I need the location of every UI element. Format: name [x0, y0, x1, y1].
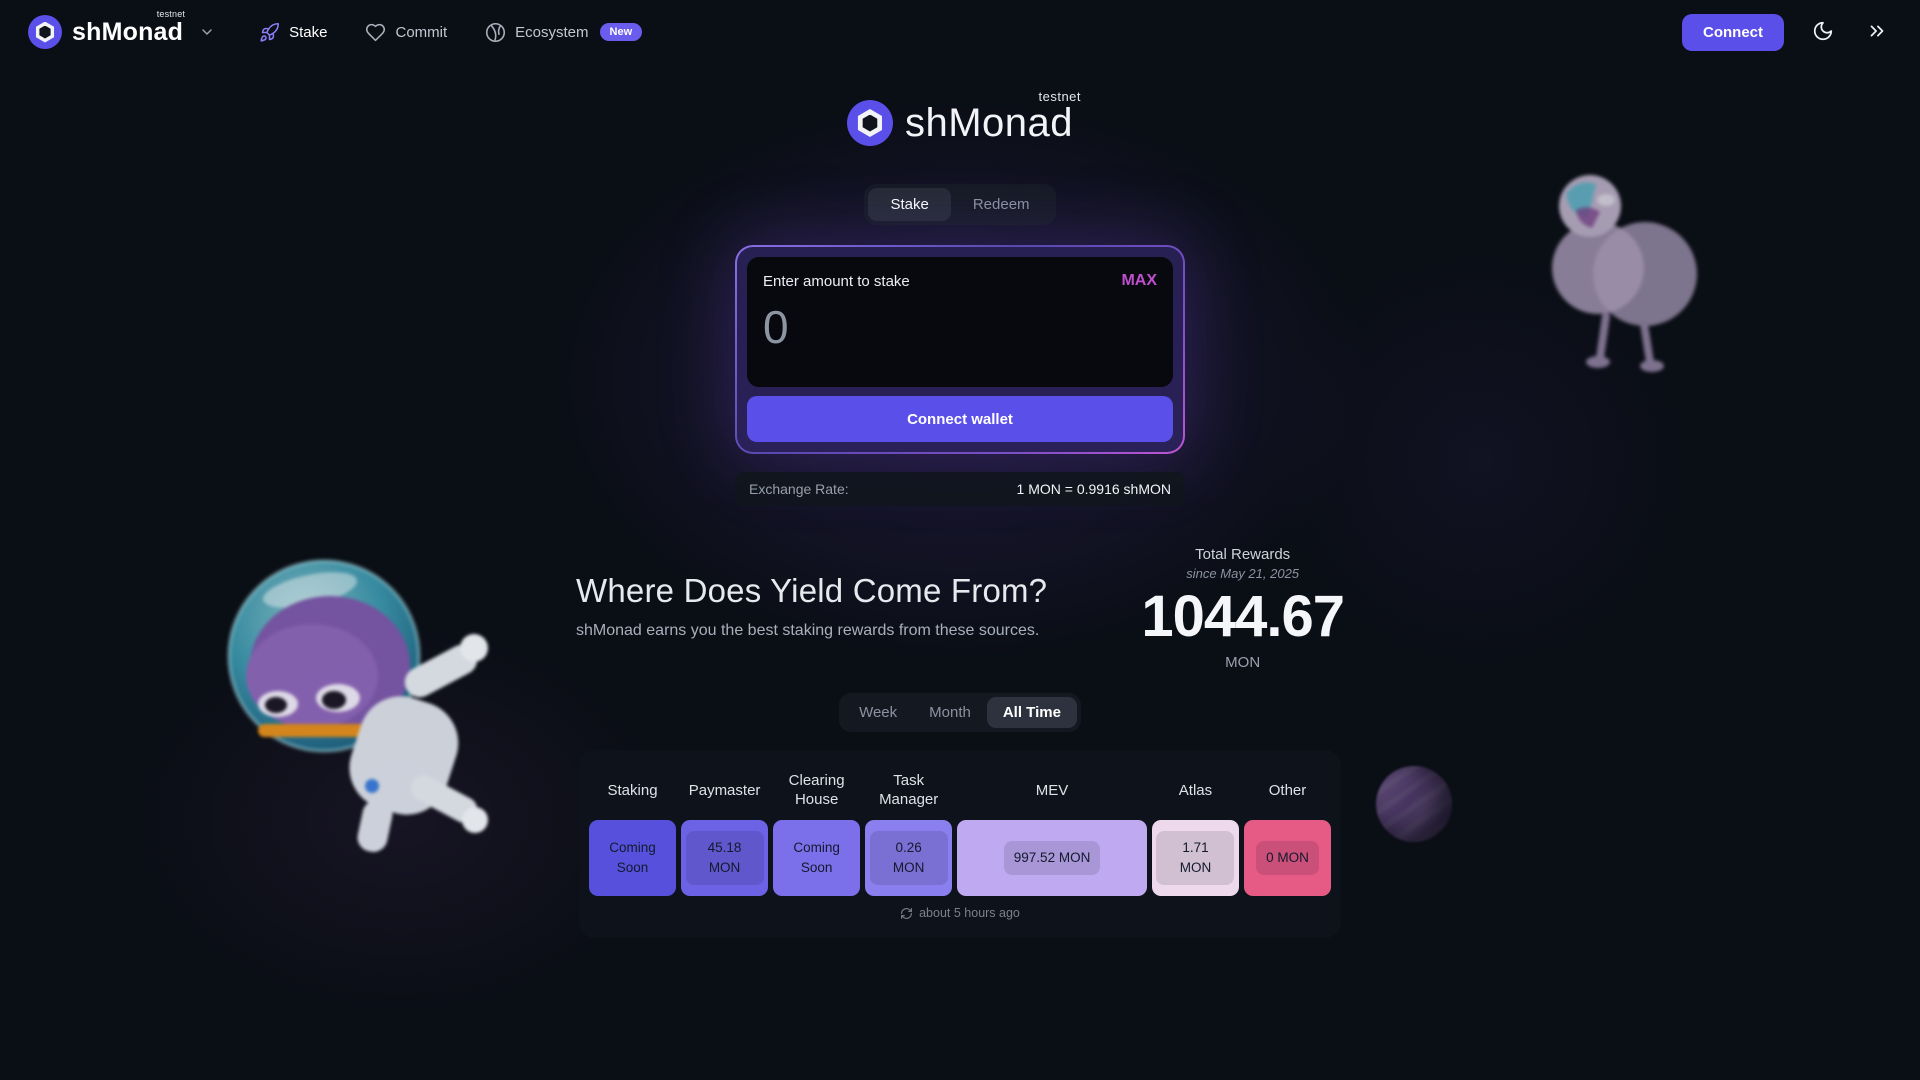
box-mev[interactable]: 997.52 MON — [957, 820, 1147, 896]
brand-name: shMonad testnet — [72, 8, 186, 46]
hero-brand-name: shMonad testnet — [904, 88, 1082, 145]
yield-source-headers: Staking Paymaster Clearing House Task Ma… — [589, 762, 1331, 820]
header-other: Other — [1268, 781, 1307, 799]
tab-month[interactable]: Month — [929, 704, 971, 721]
box-other[interactable]: 0 MON — [1243, 820, 1332, 896]
header-paymaster: Paymaster — [688, 781, 761, 799]
nav-label-commit: Commit — [395, 23, 448, 41]
amount-input-label: Enter amount to stake — [763, 272, 910, 290]
yield-source-boxes: Coming Soon 45.18 MON Coming Soon 0.26 M… — [589, 820, 1332, 896]
yield-section-header: Where Does Yield Come From? shMonad earn… — [576, 546, 1345, 671]
astronaut-mascot-illustration — [227, 559, 488, 852]
box-paymaster-value: 45.18 MON — [685, 830, 764, 886]
yield-breakdown-panel: Staking Paymaster Clearing House Task Ma… — [579, 750, 1341, 938]
box-other-value: 0 MON — [1256, 840, 1319, 876]
box-staking[interactable]: Coming Soon — [589, 820, 677, 896]
tab-redeem[interactable]: Redeem — [972, 196, 1030, 213]
nav-label-stake: Stake — [289, 23, 328, 41]
total-rewards-block: Total Rewards since May 21, 2025 1044.67… — [1141, 546, 1345, 671]
header-task-manager: Task Manager — [879, 772, 939, 808]
shmonad-hero-logo-icon — [846, 100, 893, 146]
amount-panel: Enter amount to stake MAX — [747, 257, 1173, 387]
exchange-rate-bar: Exchange Rate: 1 MON = 0.9916 shMON — [735, 472, 1185, 506]
header-actions: Connect — [1682, 13, 1892, 51]
stake-card: Enter amount to stake MAX Connect wallet — [735, 245, 1185, 454]
collapse-panel-button[interactable] — [1862, 16, 1892, 49]
planet-decoration — [1376, 766, 1452, 842]
heart-icon — [365, 22, 386, 43]
refresh-icon[interactable] — [900, 907, 913, 920]
hero-logo: shMonad testnet — [846, 88, 1082, 146]
header-staking: Staking — [607, 781, 658, 799]
space-creature-illustration — [1552, 175, 1697, 372]
rewards-since-date: since May 21, 2025 — [1186, 566, 1300, 581]
connect-wallet-header-button[interactable]: Connect — [1682, 13, 1784, 51]
dark-mode-toggle[interactable] — [1808, 16, 1838, 49]
main-content: shMonad testnet Stake Redeem Enter amoun… — [576, 88, 1345, 938]
chevron-down-icon[interactable] — [199, 24, 215, 40]
nav-item-stake[interactable]: Stake — [259, 22, 327, 43]
nav-item-ecosystem[interactable]: Ecosystem New — [485, 22, 643, 43]
header-logo[interactable]: shMonad testnet — [28, 8, 215, 49]
globe-icon — [485, 22, 506, 43]
header-clearing-house: Clearing House — [788, 772, 845, 808]
last-updated: about 5 hours ago — [589, 896, 1331, 930]
box-mev-value: 997.52 MON — [1003, 840, 1101, 876]
max-button[interactable]: MAX — [1121, 272, 1157, 289]
box-atlas-value: 1.71 MON — [1156, 830, 1235, 886]
box-clearing-house-value: Coming Soon — [793, 840, 840, 875]
rocket-icon — [259, 22, 280, 43]
box-task-manager[interactable]: 0.26 MON — [865, 820, 953, 896]
box-staking-value: Coming Soon — [609, 840, 656, 875]
box-atlas[interactable]: 1.71 MON — [1151, 820, 1239, 896]
total-rewards-value: 1044.67 — [1141, 584, 1345, 649]
tab-week[interactable]: Week — [859, 704, 898, 721]
nav-item-commit[interactable]: Commit — [365, 22, 447, 43]
testnet-label: testnet — [156, 8, 186, 19]
box-clearing-house[interactable]: Coming Soon — [773, 820, 861, 896]
box-paymaster[interactable]: 45.18 MON — [681, 820, 769, 896]
top-navigation-bar: shMonad testnet Stake — [0, 0, 1920, 64]
moon-icon — [1812, 20, 1834, 45]
nav-label-ecosystem: Ecosystem — [515, 23, 589, 41]
shmonad-logo-icon — [28, 15, 62, 49]
main-nav: Stake Commit Ecosystem New — [259, 22, 643, 43]
header-atlas: Atlas — [1178, 781, 1213, 799]
yield-section-title: Where Does Yield Come From? — [576, 572, 1048, 609]
stake-amount-input[interactable] — [763, 300, 1063, 354]
tab-all-time[interactable]: All Time — [986, 697, 1077, 728]
tab-stake[interactable]: Stake — [868, 188, 951, 221]
box-task-manager-value: 0.26 MON — [869, 830, 948, 886]
yield-text-block: Where Does Yield Come From? shMonad earn… — [576, 572, 1047, 640]
total-rewards-unit: MON — [1225, 654, 1261, 671]
stake-redeem-tabs: Stake Redeem — [864, 184, 1056, 225]
last-updated-text: about 5 hours ago — [919, 906, 1020, 920]
chevrons-right-icon — [1866, 20, 1888, 45]
connect-wallet-submit-button[interactable]: Connect wallet — [747, 396, 1173, 442]
hero-testnet-label: testnet — [1038, 88, 1082, 104]
yield-section-subtitle: shMonad earns you the best staking rewar… — [576, 622, 1040, 639]
total-rewards-label: Total Rewards — [1195, 546, 1291, 563]
new-badge: New — [599, 23, 643, 41]
exchange-rate-label: Exchange Rate: — [749, 481, 849, 497]
period-filter-tabs: Week Month All Time — [839, 693, 1081, 732]
exchange-rate-value: 1 MON = 0.9916 shMON — [1016, 481, 1171, 497]
header-mev: MEV — [1035, 781, 1069, 799]
